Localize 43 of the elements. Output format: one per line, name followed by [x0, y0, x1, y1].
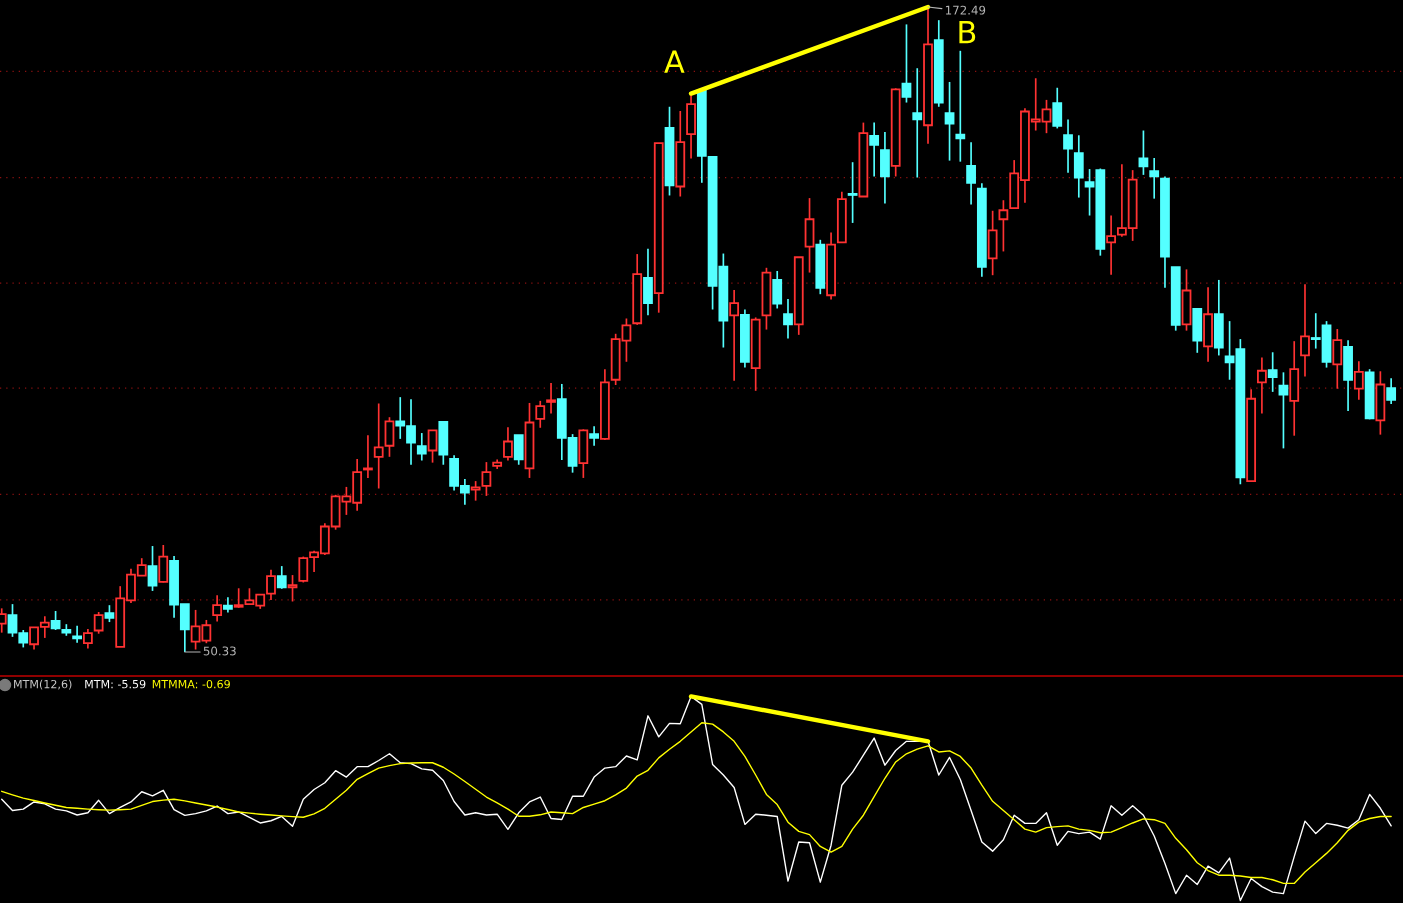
candlestick: [869, 121, 880, 178]
candlestick: [966, 141, 976, 206]
candlestick: [416, 432, 427, 462]
candlestick: [72, 624, 83, 644]
candlestick: [503, 426, 513, 462]
candlestick: [481, 461, 492, 497]
annotation: 172.49: [945, 5, 986, 15]
candlestick: [147, 545, 158, 592]
candlestick: [1386, 377, 1397, 405]
candlestick: [912, 67, 923, 179]
candlestick: [1149, 157, 1160, 200]
candlestick: [901, 23, 912, 104]
candlestick: [1257, 356, 1267, 415]
candlestick: [427, 429, 438, 464]
candlestick: [1106, 214, 1117, 276]
candlestick: [93, 611, 104, 635]
candlestick: [546, 382, 556, 415]
candlestick: [998, 199, 1009, 253]
annotation: A: [664, 50, 685, 73]
text: MTMMA: -0.69: [152, 679, 230, 689]
candlestick: [50, 610, 61, 631]
candlestick: [82, 628, 93, 650]
annotation: B: [959, 20, 976, 44]
candlestick: [266, 568, 276, 601]
candlestick: [535, 400, 546, 429]
chart-title: MTM(12,6): [14, 679, 72, 690]
text: MTM: -5.59: [85, 679, 146, 689]
candlestick: [944, 81, 955, 162]
candlestick: [729, 289, 740, 382]
candlestick: [287, 574, 298, 603]
candlestick: [589, 425, 600, 447]
candlestick: [955, 49, 966, 163]
candlestick: [1052, 86, 1063, 130]
candlestick: [1063, 118, 1073, 174]
candlestick: [847, 161, 858, 224]
candlestick: [783, 298, 793, 340]
candlestick: [1300, 283, 1310, 378]
candlestick: [276, 565, 287, 590]
annotation: 50.33: [203, 646, 236, 656]
candlestick: [212, 594, 223, 623]
candlestick: [772, 270, 783, 310]
candlestick: [1267, 351, 1278, 393]
candlestick: [1353, 360, 1364, 401]
